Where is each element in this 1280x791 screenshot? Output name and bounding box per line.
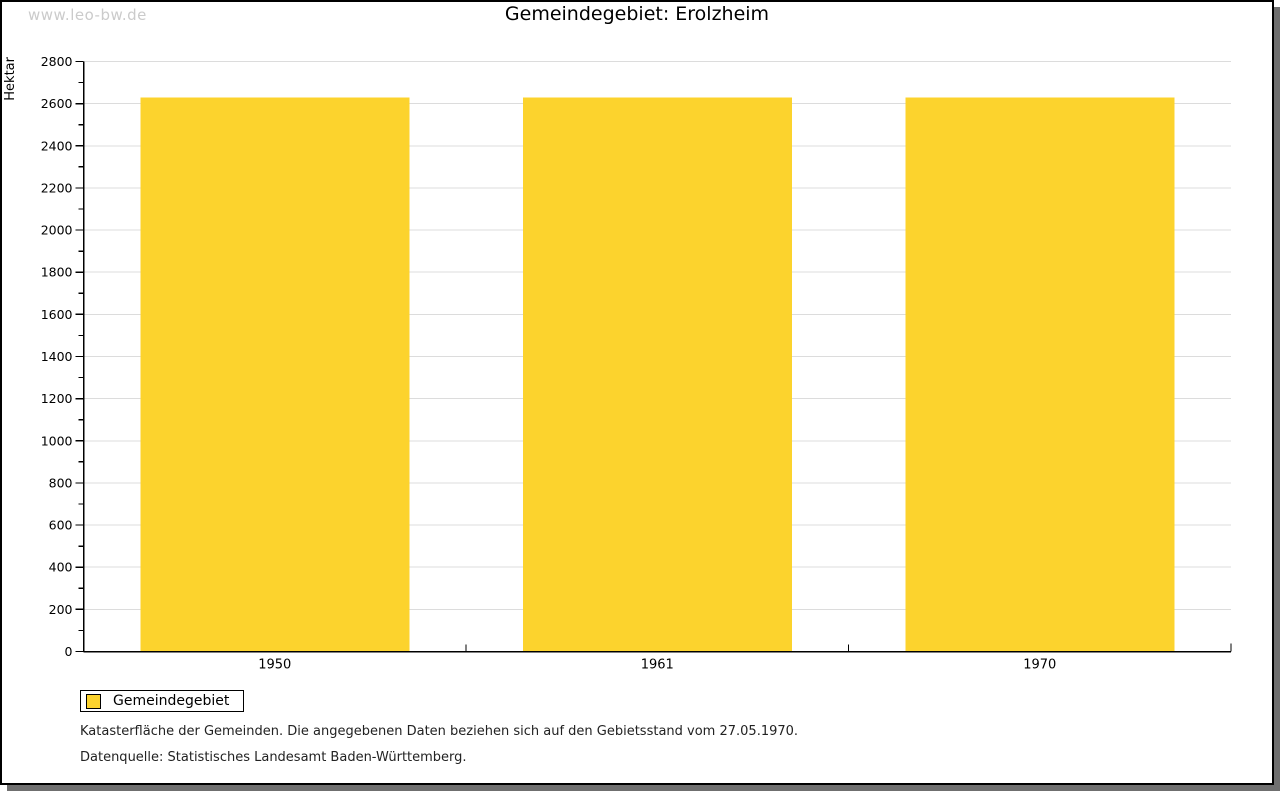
bar (140, 97, 410, 652)
y-tick-label: 2400 (41, 138, 73, 153)
x-category-label: 1970 (1023, 658, 1056, 673)
y-tick-label: 400 (49, 560, 73, 575)
bar (522, 97, 792, 652)
y-tick-label: 800 (49, 475, 73, 490)
y-tick-label: 1400 (41, 349, 73, 364)
y-tick-label: 1200 (41, 391, 73, 406)
y-tick-label: 2000 (41, 223, 73, 238)
y-tick-label: 200 (49, 602, 73, 617)
bar-chart: 0 200 400 600 800 1000 1200 1400 1600 1800 2000 220… (41, 54, 1232, 673)
y-tick-label: 1800 (41, 265, 73, 280)
watermark: www.leo-bw.de (28, 6, 147, 24)
x-category-label: 1950 (258, 658, 291, 673)
footnote-line-1: Katasterfläche der Gemeinden. Die angege… (80, 724, 799, 739)
y-tick-label: 2600 (41, 96, 73, 111)
y-tick-label: 0 (65, 644, 73, 659)
y-tick-label: 1000 (41, 433, 73, 448)
legend-box: Gemeindegebiet (80, 690, 245, 712)
legend-label: Gemeindegebiet (113, 693, 230, 709)
footnote-line-2: Datenquelle: Statistisches Landesamt Bad… (80, 750, 467, 765)
y-tick-label: 1600 (41, 307, 73, 322)
y-tick-label: 2800 (41, 54, 73, 69)
y-tick-label: 2200 (41, 180, 73, 195)
legend-swatch (86, 693, 101, 709)
y-tick-label: 600 (49, 518, 73, 533)
page-title: Gemeindegebiet: Erolzheim (504, 3, 770, 25)
bar (905, 97, 1175, 652)
x-category-label: 1961 (641, 658, 674, 673)
